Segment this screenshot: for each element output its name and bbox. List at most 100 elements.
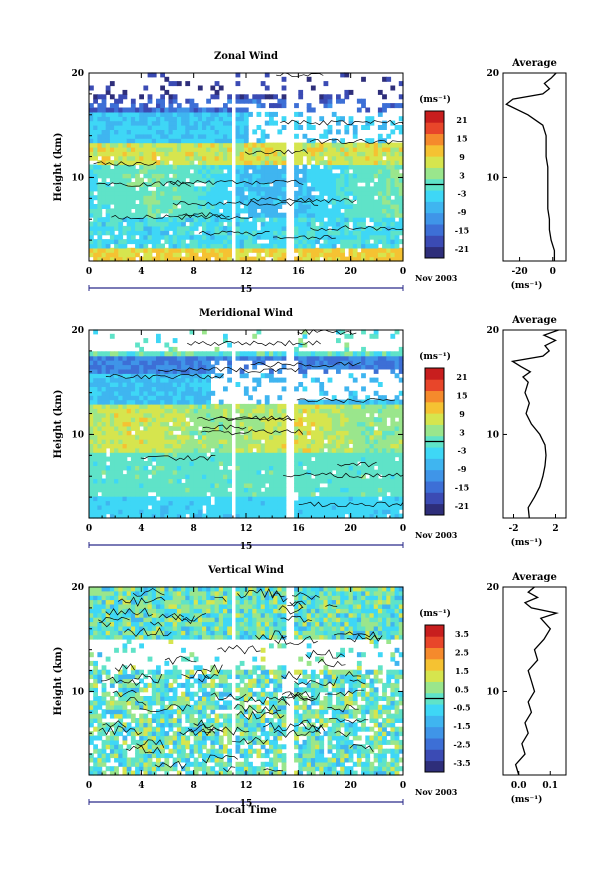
heatmap-cell	[135, 155, 140, 161]
heatmap-cell	[126, 107, 132, 113]
heatmap-cell	[331, 155, 337, 161]
heatmap-cell	[252, 333, 258, 339]
heatmap-cell	[197, 465, 203, 471]
heatmap-cell	[269, 417, 274, 423]
heatmap-cell	[252, 408, 258, 414]
heatmap-cell	[101, 221, 107, 227]
heatmap-cell	[361, 155, 366, 161]
heatmap-cell	[252, 243, 258, 249]
heatmap-cell	[315, 142, 320, 148]
heatmap-cell	[281, 452, 287, 458]
heatmap-cell	[227, 412, 232, 418]
heatmap-cell	[202, 456, 207, 462]
heatmap-cell	[394, 142, 400, 148]
heatmap-cell	[348, 430, 354, 436]
heatmap-cell	[189, 439, 195, 444]
heatmap-cell	[269, 513, 274, 519]
heatmap-cell	[344, 199, 350, 205]
heatmap-cell	[398, 368, 404, 374]
heatmap-cell	[197, 155, 203, 161]
heatmap-cell	[168, 252, 174, 258]
heatmap-cell	[294, 256, 299, 262]
heatmap-cell	[398, 252, 404, 258]
heatmap-cell	[281, 94, 287, 100]
heatmap-cell	[206, 395, 211, 401]
heatmap-cell	[97, 164, 103, 170]
heatmap-cell	[122, 186, 128, 192]
heatmap-cell	[101, 160, 107, 166]
heatmap-cell	[147, 247, 153, 253]
heatmap-cell	[340, 164, 345, 170]
heatmap-cell	[252, 204, 258, 209]
heatmap-cell	[331, 111, 337, 117]
heatmap-cell	[373, 474, 379, 480]
heatmap-cell	[160, 403, 165, 409]
heatmap-cell	[352, 146, 358, 152]
heatmap-cell	[160, 386, 165, 392]
heatmap-cell	[126, 487, 132, 493]
heatmap-cell	[298, 190, 304, 196]
heatmap-cell	[156, 469, 161, 475]
heatmap-cell	[398, 417, 404, 423]
heatmap-cell	[181, 509, 186, 515]
heatmap-cell	[147, 430, 153, 436]
heatmap-cell	[260, 247, 266, 253]
heatmap-cell	[331, 186, 337, 192]
heatmap-cell	[398, 403, 404, 409]
heatmap-cell	[185, 168, 191, 174]
heatmap-cell	[156, 190, 161, 196]
heatmap-cell	[89, 173, 94, 179]
heatmap-cell	[239, 94, 245, 100]
heatmap-cell	[168, 509, 174, 515]
heatmap-cell	[206, 412, 211, 418]
heatmap-cell	[310, 412, 316, 418]
heatmap-cell	[176, 243, 182, 249]
heatmap-cell	[214, 217, 220, 223]
heatmap-cell	[218, 474, 224, 480]
heatmap-cell	[206, 447, 211, 453]
heatmap-cell	[193, 469, 199, 475]
heatmap-cell	[281, 377, 287, 383]
heatmap-cell	[323, 456, 329, 462]
heatmap-cell	[319, 168, 325, 174]
heatmap-cell	[172, 107, 178, 113]
heatmap-cell	[206, 430, 211, 436]
heatmap-cell	[319, 98, 325, 104]
heatmap-cell	[227, 151, 232, 157]
heatmap-cell	[114, 234, 119, 240]
heatmap-cell	[319, 230, 325, 236]
heatmap-cell	[105, 204, 111, 209]
heatmap-cell	[298, 430, 304, 436]
profile-line	[510, 329, 559, 519]
heatmap-cell	[197, 474, 203, 480]
heatmap-cell	[176, 173, 182, 179]
heatmap-cell	[172, 129, 178, 135]
heatmap-cell	[135, 403, 140, 409]
heatmap-cell	[122, 151, 128, 157]
heatmap-cell	[340, 190, 345, 196]
heatmap-cell	[382, 204, 387, 209]
heatmap-cell	[164, 252, 170, 258]
heatmap-cell	[252, 491, 258, 497]
heatmap-cell	[151, 399, 157, 405]
heatmap-cell	[277, 177, 283, 183]
heatmap-cell	[382, 509, 387, 515]
heatmap-cell	[105, 364, 111, 370]
heatmap-cell	[147, 182, 153, 187]
heatmap-cell	[344, 186, 350, 192]
heatmap-cell	[105, 85, 111, 91]
heatmap-cell	[323, 173, 329, 179]
heatmap-cell	[281, 491, 287, 497]
heatmap-cell	[344, 491, 350, 497]
heatmap-cell	[118, 425, 124, 431]
heatmap-cell	[126, 146, 132, 152]
heatmap-cell	[118, 151, 124, 157]
heatmap-cell	[227, 221, 232, 227]
heatmap-cell	[105, 212, 111, 218]
heatmap-cell	[239, 199, 245, 205]
heatmap-cell	[319, 195, 325, 201]
heatmap-cell	[369, 168, 375, 174]
heatmap-cell	[386, 456, 392, 462]
heatmap-cell	[273, 225, 278, 231]
heatmap-cell	[122, 500, 128, 506]
